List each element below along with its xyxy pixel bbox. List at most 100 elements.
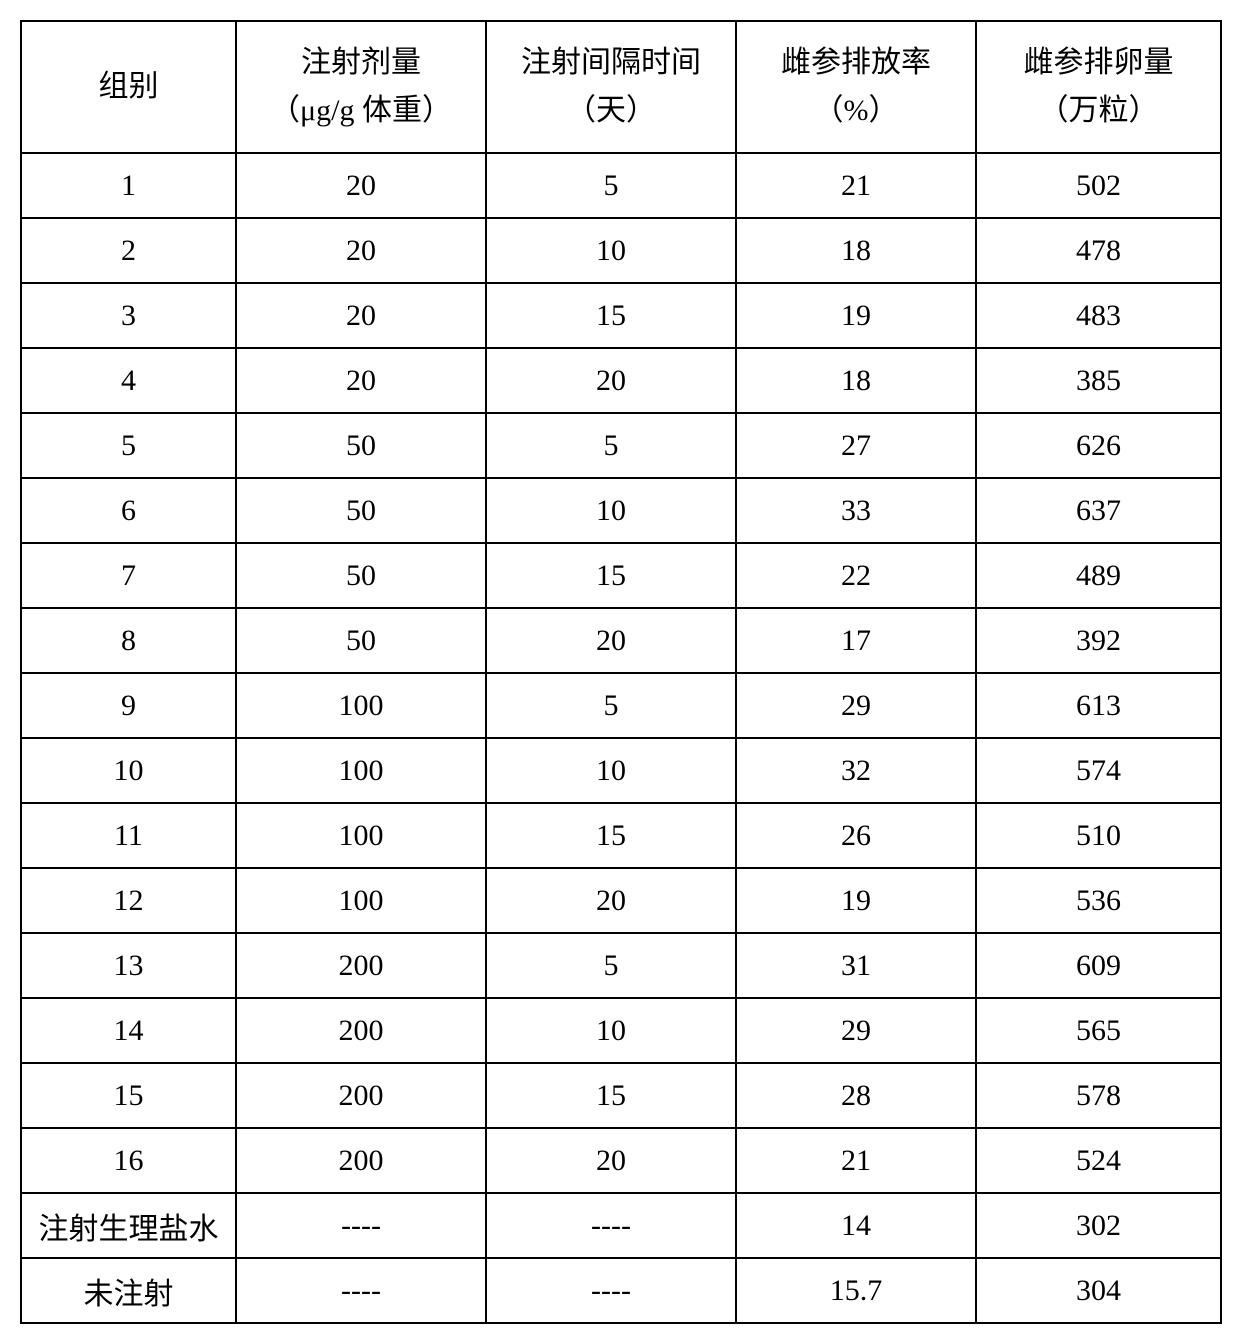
table-cell: 32 — [736, 738, 976, 803]
header-cell-interval: 注射间隔时间 （天） — [486, 21, 736, 153]
table-cell: 14 — [736, 1193, 976, 1258]
table-cell: 20 — [236, 153, 486, 218]
header-cell-rate: 雌参排放率 （%） — [736, 21, 976, 153]
table-cell: 注射生理盐水 — [21, 1193, 236, 1258]
table-cell: 478 — [976, 218, 1221, 283]
table-cell: 26 — [736, 803, 976, 868]
header-cell-group: 组别 — [21, 21, 236, 153]
table-row: 162002021524 — [21, 1128, 1221, 1193]
table-cell: 100 — [236, 738, 486, 803]
table-cell: 17 — [736, 608, 976, 673]
table-cell: 6 — [21, 478, 236, 543]
table-row: 13200531609 — [21, 933, 1221, 998]
table-row: 152001528578 — [21, 1063, 1221, 1128]
table-row: 101001032574 — [21, 738, 1221, 803]
table-cell: 18 — [736, 348, 976, 413]
table-cell: 19 — [736, 283, 976, 348]
table-cell: 524 — [976, 1128, 1221, 1193]
table-cell: 20 — [236, 283, 486, 348]
table-cell: 100 — [236, 803, 486, 868]
table-cell: 15.7 — [736, 1258, 976, 1323]
table-cell: 10 — [486, 218, 736, 283]
table-body: 1205215022201018478320151948342020183855… — [21, 153, 1221, 1323]
table-cell: 未注射 — [21, 1258, 236, 1323]
header-label: 注射剂量 — [301, 46, 421, 79]
table-cell: 20 — [486, 868, 736, 933]
table-cell: 15 — [21, 1063, 236, 1128]
table-cell: 15 — [486, 283, 736, 348]
table-cell: 4 — [21, 348, 236, 413]
table-cell: 392 — [976, 608, 1221, 673]
table-cell: 50 — [236, 478, 486, 543]
table-cell: 5 — [486, 153, 736, 218]
table-cell: 20 — [236, 348, 486, 413]
table-cell: 8 — [21, 608, 236, 673]
table-cell: 15 — [486, 1063, 736, 1128]
header-label: 雌参排卵量 — [1024, 46, 1174, 79]
table-cell: 637 — [976, 478, 1221, 543]
table-cell: 200 — [236, 933, 486, 998]
table-cell: 19 — [736, 868, 976, 933]
table-cell: 304 — [976, 1258, 1221, 1323]
header-label: 组别 — [99, 70, 159, 103]
header-unit: （万粒） — [1039, 94, 1159, 127]
table-cell: 50 — [236, 608, 486, 673]
table-cell: 578 — [976, 1063, 1221, 1128]
table-cell: 609 — [976, 933, 1221, 998]
table-cell: 28 — [736, 1063, 976, 1128]
table-cell: 613 — [976, 673, 1221, 738]
table-row: 3201519483 — [21, 283, 1221, 348]
table-cell: 50 — [236, 543, 486, 608]
table-row: 550527626 — [21, 413, 1221, 478]
table-cell: 9 — [21, 673, 236, 738]
table-cell: 22 — [736, 543, 976, 608]
table-cell: 5 — [486, 413, 736, 478]
table-cell: 536 — [976, 868, 1221, 933]
table-cell: 200 — [236, 998, 486, 1063]
table-cell: 489 — [976, 543, 1221, 608]
header-unit: （%） — [814, 94, 899, 127]
table-row: 7501522489 — [21, 543, 1221, 608]
table-cell: 510 — [976, 803, 1221, 868]
table-cell: 20 — [486, 608, 736, 673]
table-cell: 2 — [21, 218, 236, 283]
table-header: 组别 注射剂量 （μg/g 体重） 注射间隔时间 （天） 雌参排放率 （%） 雌… — [21, 21, 1221, 153]
table-cell: 574 — [976, 738, 1221, 803]
table-cell: 29 — [736, 998, 976, 1063]
table-cell: 15 — [486, 803, 736, 868]
header-unit: （天） — [566, 94, 656, 127]
table-row: 2201018478 — [21, 218, 1221, 283]
table-cell: 10 — [486, 478, 736, 543]
table-cell: 5 — [21, 413, 236, 478]
table-cell: 10 — [21, 738, 236, 803]
table-cell: 31 — [736, 933, 976, 998]
table-cell: ---- — [236, 1258, 486, 1323]
table-cell: ---- — [486, 1258, 736, 1323]
table-cell: 21 — [736, 153, 976, 218]
table-cell: 502 — [976, 153, 1221, 218]
table-row: 未注射--------15.7304 — [21, 1258, 1221, 1323]
table-cell: 200 — [236, 1063, 486, 1128]
table-row: 9100529613 — [21, 673, 1221, 738]
table-cell: 13 — [21, 933, 236, 998]
table-cell: 385 — [976, 348, 1221, 413]
table-cell: 16 — [21, 1128, 236, 1193]
table-cell: 100 — [236, 673, 486, 738]
table-cell: 200 — [236, 1128, 486, 1193]
table-row: 6501033637 — [21, 478, 1221, 543]
table-row: 8502017392 — [21, 608, 1221, 673]
table-row: 120521502 — [21, 153, 1221, 218]
table-cell: 100 — [236, 868, 486, 933]
table-cell: 33 — [736, 478, 976, 543]
table-row: 121002019536 — [21, 868, 1221, 933]
table-cell: 1 — [21, 153, 236, 218]
table-cell: 5 — [486, 933, 736, 998]
table-cell: 20 — [236, 218, 486, 283]
table-cell: 27 — [736, 413, 976, 478]
table-cell: 50 — [236, 413, 486, 478]
header-unit: （μg/g 体重） — [270, 94, 452, 127]
table-cell: 3 — [21, 283, 236, 348]
data-table: 组别 注射剂量 （μg/g 体重） 注射间隔时间 （天） 雌参排放率 （%） 雌… — [20, 20, 1222, 1324]
table-cell: 10 — [486, 998, 736, 1063]
table-cell: 29 — [736, 673, 976, 738]
